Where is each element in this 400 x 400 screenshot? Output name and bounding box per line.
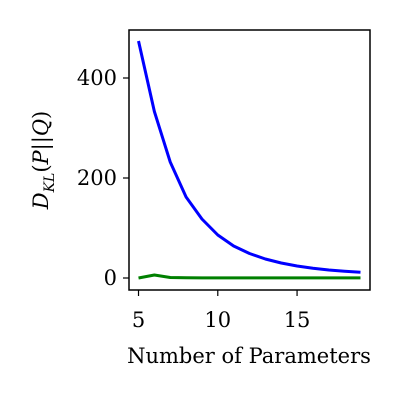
y-tick-label: 0 xyxy=(104,266,117,290)
y-axis-label: DKL(P||Q) xyxy=(29,111,58,211)
x-axis-label: Number of Parameters xyxy=(127,344,371,368)
plot-frame xyxy=(128,29,371,291)
x-tick-label: 5 xyxy=(132,308,145,332)
y-tick-label: 400 xyxy=(77,66,117,90)
y-tick-label: 200 xyxy=(77,166,117,190)
series-line-1 xyxy=(137,40,361,274)
axes: 5 10 15 0 200 400 xyxy=(77,29,371,332)
x-tick-label: 15 xyxy=(284,308,311,332)
x-tick-label: 10 xyxy=(204,308,231,332)
svg-text:DKL(P||Q): DKL(P||Q) xyxy=(29,111,58,211)
plot-area xyxy=(137,40,361,280)
series-line-2 xyxy=(138,273,361,280)
